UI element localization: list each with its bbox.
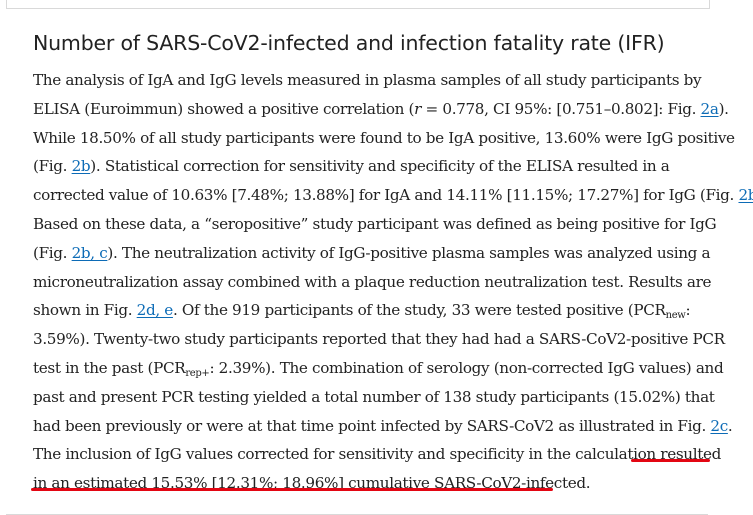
paragraph-line: corrected value of 10.63% [7.48%; 13.88%… bbox=[33, 181, 753, 210]
previous-section-frame bbox=[6, 0, 710, 9]
correlation-symbol: r bbox=[414, 99, 422, 118]
figure-link-2c[interactable]: 2c bbox=[710, 416, 728, 435]
figure-link-2b[interactable]: 2b bbox=[71, 157, 91, 176]
paragraph-line: had been previously or were at that time… bbox=[33, 416, 733, 435]
figure-link-2b-c[interactable]: 2b, c bbox=[71, 243, 108, 262]
paragraph-line: (Fig. 2b). Statistical correction for se… bbox=[33, 157, 670, 176]
paragraph-line: The inclusion of IgG values corrected fo… bbox=[33, 445, 721, 464]
figure-link-2b[interactable]: 2b bbox=[738, 186, 753, 205]
paragraph-line: test in the past (PCRrep+: 2.39%). The c… bbox=[33, 358, 724, 379]
figure-link-2a[interactable]: 2a bbox=[700, 99, 719, 118]
section-heading: Number of SARS-CoV2-infected and infecti… bbox=[33, 31, 665, 55]
paragraph-line: shown in Fig. 2d, e. Of the 919 particip… bbox=[33, 301, 691, 322]
paragraph-line: The analysis of IgA and IgG levels measu… bbox=[33, 71, 702, 89]
pcr-rep-subscript: rep+ bbox=[185, 367, 210, 379]
pcr-new-subscript: new bbox=[665, 310, 686, 322]
paragraph-line: Based on these data, a “seropositive” st… bbox=[33, 214, 717, 233]
highlight-underline-resulted bbox=[631, 459, 710, 462]
paragraph-line: in an estimated 15.53% [12.31%; 18.96%] … bbox=[33, 474, 591, 493]
figure-link-2d-e[interactable]: 2d, e bbox=[136, 301, 174, 320]
paragraph-line: 3.59%). Twenty-two study participants re… bbox=[33, 330, 725, 349]
paragraph-line: past and present PCR testing yielded a t… bbox=[33, 387, 715, 406]
paragraph-line: While 18.50% of all study participants w… bbox=[33, 128, 735, 147]
results-paragraph: The analysis of IgA and IgG levels measu… bbox=[33, 66, 753, 498]
paragraph-line: microneutralization assay combined with … bbox=[33, 272, 712, 291]
highlight-underline-estimate bbox=[31, 488, 553, 491]
paragraph-line: ELISA (Euroimmun) showed a positive corr… bbox=[33, 99, 729, 118]
paragraph-line: (Fig. 2b, c). The neutralization activit… bbox=[33, 243, 711, 262]
